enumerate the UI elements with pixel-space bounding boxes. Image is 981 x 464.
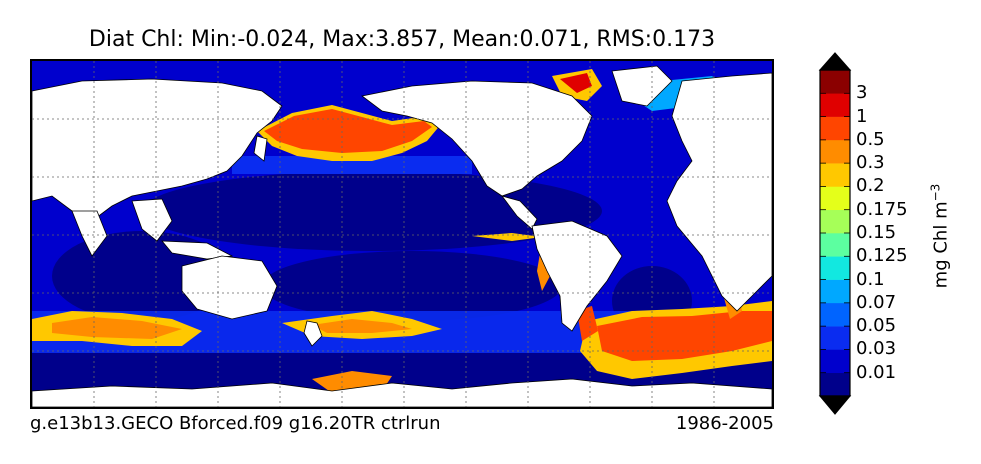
land-alaska-north-america — [361, 80, 593, 197]
land-antarctica — [32, 378, 772, 407]
colorbar-tickmarks — [820, 92, 850, 374]
bloom-south-pacific-core — [312, 319, 412, 333]
colorbar-tick-label: 0.03 — [856, 338, 897, 360]
colorbar-segment — [820, 326, 850, 350]
colorbar-tick-label: 0.01 — [856, 361, 897, 383]
graticule — [32, 61, 772, 407]
colorbar-segment — [820, 70, 850, 94]
land-europe-africa — [666, 72, 772, 312]
ocean-band-north-transition — [232, 156, 472, 174]
colorbar-segment — [820, 116, 850, 141]
colorbar — [818, 52, 852, 415]
run-name-label: g.e13b13.GECO Bforced.f09 g16.20TR ctrlr… — [30, 413, 441, 434]
colorbar-segments — [820, 70, 850, 397]
bloom-arctic-atlantic-core — [560, 73, 592, 93]
colorbar-under-arrow — [818, 395, 852, 415]
land-japan — [253, 135, 268, 162]
colorbar-tick-label: 0.07 — [856, 291, 897, 313]
bloom-equatorial-pacific — [472, 233, 542, 241]
colorbar-tick-label: 0.125 — [856, 245, 908, 267]
land-central-america — [500, 195, 538, 230]
colorbar-segment — [820, 186, 850, 211]
colorbar-segment — [820, 93, 850, 117]
land-south-america — [531, 220, 623, 332]
land-southeast-asia — [131, 198, 173, 242]
bloom-southern-indian-core — [52, 317, 182, 339]
land — [32, 65, 772, 407]
map-title: Diat Chl: Min:-0.024, Max:3.857, Mean:0.… — [88, 27, 716, 52]
colorbar-segment — [820, 139, 850, 164]
bloom-south-atlantic-core — [597, 311, 772, 361]
colorbar-segment — [820, 256, 850, 280]
chlorophyll-map — [32, 61, 772, 407]
colorbar-tick-label: 0.15 — [856, 222, 897, 243]
colorbar-tick-label: 0.05 — [856, 315, 897, 337]
bloom-north-pacific-core — [264, 109, 432, 153]
ocean-gyre-south-pacific — [262, 251, 562, 321]
land-new-zealand — [303, 320, 323, 347]
land-india — [71, 210, 108, 257]
land-greenland — [611, 65, 673, 107]
bloom-patagonian-shelf — [577, 306, 598, 341]
colorbar-unit-base: mg Chl m — [930, 201, 952, 289]
colorbar-unit-exponent: −3 — [928, 183, 943, 202]
colorbar-segment — [820, 372, 850, 397]
colorbar-tick-label: 1 — [856, 105, 868, 127]
colorbar-segment — [820, 279, 850, 304]
colorbar-tick-label: 0.2 — [856, 175, 885, 197]
colorbar-tick-label: 0.175 — [856, 198, 908, 220]
colorbar-segment — [820, 209, 850, 234]
land-australia — [181, 255, 278, 320]
colorbar-tick-label: 3 — [856, 82, 868, 104]
map-frame — [30, 59, 774, 409]
colorbar-segment — [820, 163, 850, 187]
colorbar-segment — [820, 302, 850, 327]
colorbar-segment — [820, 349, 850, 374]
colorbar-tick-label: 0.3 — [856, 152, 885, 174]
colorbar-tick-label: 0.5 — [856, 128, 885, 150]
period-label: 1986-2005 — [675, 413, 774, 434]
ocean-gyre-north-pacific — [142, 171, 602, 251]
colorbar-unit-label: mg Chl m−3 — [929, 184, 952, 289]
colorbar-segment — [820, 233, 850, 257]
colorbar-tick-label: 0.1 — [856, 268, 885, 290]
colorbar-over-arrow — [818, 52, 852, 71]
